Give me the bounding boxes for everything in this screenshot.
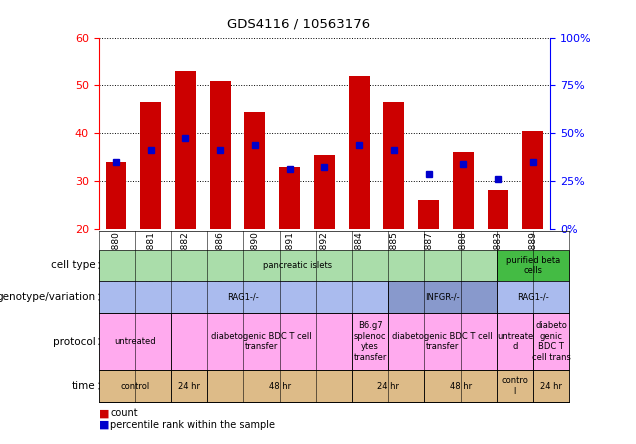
Text: ■: ■	[99, 420, 109, 430]
Bar	[141, 102, 161, 229]
Text: 24 hr: 24 hr	[178, 381, 200, 391]
Text: cell type: cell type	[51, 261, 95, 270]
Text: count: count	[110, 408, 137, 419]
Bar	[314, 155, 335, 229]
Text: protocol: protocol	[53, 337, 95, 347]
Bar	[210, 81, 231, 229]
Text: RAG1-/-: RAG1-/-	[517, 293, 549, 301]
Text: untreate
d: untreate d	[497, 332, 533, 351]
Text: B6.g7
splenoc
ytes
transfer: B6.g7 splenoc ytes transfer	[354, 321, 387, 362]
Text: diabetogenic BDC T cell
transfer: diabetogenic BDC T cell transfer	[392, 332, 493, 351]
Text: contro
l: contro l	[501, 377, 529, 396]
Text: untreated: untreated	[114, 337, 156, 346]
Text: purified beta
cells: purified beta cells	[506, 256, 560, 275]
Text: 48 hr: 48 hr	[450, 381, 472, 391]
Text: diabetogenic BDC T cell
transfer: diabetogenic BDC T cell transfer	[211, 332, 312, 351]
Text: diabeto
genic
BDC T
cell trans: diabeto genic BDC T cell trans	[532, 321, 570, 362]
Bar	[244, 112, 265, 229]
Text: RAG1-/-: RAG1-/-	[228, 293, 259, 301]
Text: GDS4116 / 10563176: GDS4116 / 10563176	[227, 18, 371, 31]
Bar	[522, 131, 543, 229]
Text: ■: ■	[99, 408, 109, 419]
Text: time: time	[72, 381, 95, 391]
Bar	[106, 162, 127, 229]
Text: 24 hr: 24 hr	[377, 381, 399, 391]
Text: control: control	[120, 381, 149, 391]
Text: genotype/variation: genotype/variation	[0, 292, 95, 302]
Bar	[175, 71, 196, 229]
Bar	[349, 76, 370, 229]
Bar	[453, 152, 474, 229]
Text: INFGR-/-: INFGR-/-	[425, 293, 460, 301]
Bar	[418, 200, 439, 229]
Bar	[279, 166, 300, 229]
Text: pancreatic islets: pancreatic islets	[263, 261, 332, 270]
Text: 24 hr: 24 hr	[540, 381, 562, 391]
Text: percentile rank within the sample: percentile rank within the sample	[110, 420, 275, 430]
Text: 48 hr: 48 hr	[268, 381, 291, 391]
Bar	[384, 102, 404, 229]
Bar	[488, 190, 508, 229]
